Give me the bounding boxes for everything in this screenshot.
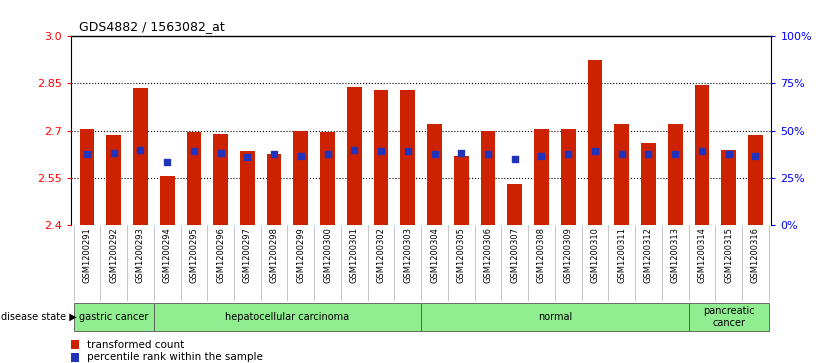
Bar: [71, 353, 79, 362]
Point: [561, 151, 575, 157]
Bar: [347, 87, 362, 225]
Point: [348, 147, 361, 152]
Bar: [615, 125, 629, 225]
Bar: [400, 90, 415, 225]
Text: percentile rank within the sample: percentile rank within the sample: [87, 352, 263, 362]
Text: GSM1200315: GSM1200315: [724, 227, 733, 283]
Point: [588, 148, 601, 154]
Text: GSM1200304: GSM1200304: [430, 227, 439, 283]
Bar: [71, 340, 79, 349]
Point: [696, 148, 709, 154]
Text: GSM1200308: GSM1200308: [537, 227, 546, 284]
Text: GDS4882 / 1563082_at: GDS4882 / 1563082_at: [79, 20, 225, 33]
Point: [294, 153, 308, 159]
Bar: [534, 129, 549, 225]
Text: GSM1200316: GSM1200316: [751, 227, 760, 284]
Text: GSM1200300: GSM1200300: [323, 227, 332, 283]
Text: GSM1200314: GSM1200314: [697, 227, 706, 283]
Text: GSM1200297: GSM1200297: [243, 227, 252, 283]
Text: GSM1200296: GSM1200296: [216, 227, 225, 283]
Bar: [588, 60, 602, 225]
Text: GSM1200293: GSM1200293: [136, 227, 145, 283]
Point: [749, 153, 762, 159]
Bar: [79, 129, 94, 225]
FancyBboxPatch shape: [421, 303, 689, 331]
Text: GSM1200305: GSM1200305: [457, 227, 465, 283]
Bar: [133, 88, 148, 225]
Point: [615, 151, 628, 157]
Bar: [641, 143, 656, 225]
Point: [401, 148, 414, 154]
Bar: [507, 184, 522, 225]
Point: [428, 151, 441, 157]
Text: disease state ▶: disease state ▶: [1, 312, 77, 322]
Text: GSM1200298: GSM1200298: [269, 227, 279, 283]
Point: [133, 147, 147, 152]
Bar: [721, 150, 736, 225]
Bar: [240, 151, 254, 225]
Text: GSM1200307: GSM1200307: [510, 227, 520, 284]
Text: GSM1200295: GSM1200295: [189, 227, 198, 283]
Point: [455, 150, 468, 156]
Point: [722, 151, 736, 157]
Bar: [454, 156, 469, 225]
Text: GSM1200313: GSM1200313: [671, 227, 680, 284]
Text: GSM1200306: GSM1200306: [484, 227, 493, 284]
Bar: [320, 132, 335, 225]
Bar: [294, 131, 309, 225]
Point: [187, 148, 200, 154]
Point: [80, 151, 93, 157]
Text: GSM1200311: GSM1200311: [617, 227, 626, 283]
Text: GSM1200301: GSM1200301: [349, 227, 359, 283]
Point: [374, 148, 388, 154]
Text: hepatocellular carcinoma: hepatocellular carcinoma: [225, 312, 349, 322]
Text: pancreatic
cancer: pancreatic cancer: [703, 306, 755, 327]
Bar: [427, 125, 442, 225]
Point: [160, 159, 173, 165]
Bar: [374, 90, 389, 225]
Text: GSM1200312: GSM1200312: [644, 227, 653, 283]
Bar: [106, 135, 121, 225]
Point: [107, 150, 120, 156]
Text: GSM1200309: GSM1200309: [564, 227, 573, 283]
Point: [508, 156, 521, 162]
Bar: [748, 135, 763, 225]
Bar: [267, 154, 281, 225]
Bar: [214, 134, 228, 225]
FancyBboxPatch shape: [73, 303, 153, 331]
Text: transformed count: transformed count: [87, 340, 184, 350]
Point: [669, 151, 682, 157]
Text: GSM1200292: GSM1200292: [109, 227, 118, 283]
Bar: [561, 129, 575, 225]
Text: GSM1200302: GSM1200302: [377, 227, 385, 283]
Text: gastric cancer: gastric cancer: [79, 312, 148, 322]
Point: [642, 151, 656, 157]
Text: GSM1200294: GSM1200294: [163, 227, 172, 283]
Bar: [160, 176, 174, 225]
FancyBboxPatch shape: [689, 303, 769, 331]
Bar: [480, 131, 495, 225]
Bar: [187, 132, 201, 225]
Text: GSM1200291: GSM1200291: [83, 227, 92, 283]
Text: GSM1200310: GSM1200310: [590, 227, 600, 283]
Text: GSM1200299: GSM1200299: [296, 227, 305, 283]
Text: normal: normal: [538, 312, 572, 322]
Point: [268, 151, 281, 157]
FancyBboxPatch shape: [153, 303, 421, 331]
Point: [535, 153, 548, 159]
Point: [214, 150, 228, 156]
Point: [481, 151, 495, 157]
Point: [241, 155, 254, 160]
Bar: [695, 85, 709, 225]
Text: GSM1200303: GSM1200303: [404, 227, 412, 284]
Point: [321, 151, 334, 157]
Bar: [668, 125, 682, 225]
